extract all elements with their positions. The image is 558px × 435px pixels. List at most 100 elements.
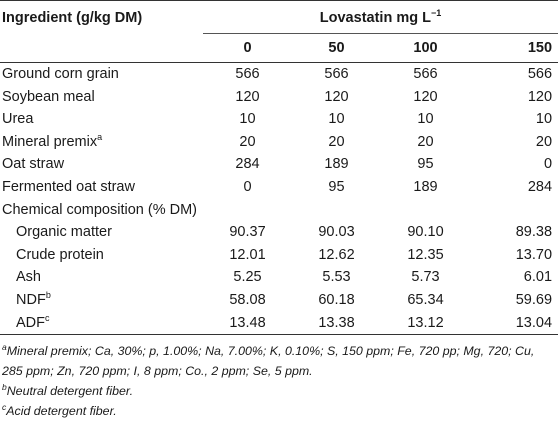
table-row: ADFc 13.48 13.38 13.12 13.04 — [0, 311, 558, 336]
row-label: Soybean meal — [0, 86, 203, 109]
cell-value: 13.38 — [292, 311, 381, 336]
row-label-text: ADF — [16, 314, 45, 331]
footnote: cAcid detergent fiber. — [2, 401, 556, 421]
cell-value: 566 — [324, 66, 349, 82]
cell-value: 12.01 — [229, 246, 266, 263]
row-label-text: Ground corn grain — [2, 66, 119, 82]
table-row: Soybean meal 120 120 120 120 — [0, 86, 558, 109]
footnote-text: Mineral premix; Ca, 30%; p, 1.00%; Na, 7… — [2, 344, 535, 379]
cell-value: 12.35 — [407, 246, 444, 263]
cell-value: 566 — [413, 66, 438, 82]
row-label-text: Ash — [16, 269, 41, 286]
cell-value: 95 — [328, 178, 345, 195]
cell-value: 20 — [417, 133, 434, 150]
table-row: Ash 5.25 5.53 5.73 6.01 — [0, 266, 558, 289]
footnotes: aMineral premix; Ca, 30%; p, 1.00%; Na, … — [0, 335, 558, 421]
row-label: NDFb — [0, 289, 203, 312]
row-label: Ground corn grain — [0, 63, 203, 86]
cell-value: 12.62 — [318, 246, 355, 263]
header-row-1: Ingredient (g/kg DM) Lovastatin mg L−1 — [0, 0, 558, 34]
footnote-marker: c — [2, 402, 7, 412]
table-body: Ground corn grain 566 566 566 566 Soybean mea… — [0, 63, 558, 336]
cell-value: 120 — [235, 88, 260, 105]
footnote-marker: a — [97, 131, 103, 142]
cell-value: 20 — [535, 133, 553, 150]
table-row: Organic matter 90.37 90.03 90.10 89.38 — [0, 221, 558, 244]
cell-value: 90.37 — [229, 224, 266, 241]
section-row: Chemical composition (% DM) — [0, 199, 558, 222]
table-row: Urea 10 10 10 10 — [0, 108, 558, 131]
row-label-text: NDF — [16, 291, 46, 308]
cell-value: 5.25 — [233, 269, 262, 286]
lovastatin-unit-exponent: −1 — [430, 8, 442, 19]
row-label: Ash — [0, 266, 203, 289]
header-row-2: 0 50 100 150 — [0, 33, 558, 63]
cell-value: 90.10 — [407, 224, 444, 241]
footnote-marker: c — [45, 312, 50, 323]
table-row: Crude protein 12.01 12.62 12.35 13.70 — [0, 244, 558, 267]
cell-value: 60.18 — [318, 291, 355, 308]
cell-value: 284 — [235, 156, 260, 173]
cell-value: 13.04 — [470, 311, 558, 336]
section-label: Chemical composition (% DM) — [2, 201, 197, 218]
row-label: ADFc — [0, 311, 203, 336]
row-label: Fermented oat straw — [0, 176, 203, 199]
cell-value: 13.48 — [203, 311, 292, 336]
cell-value: 65.34 — [407, 291, 444, 308]
dose-header: 100 — [381, 33, 470, 63]
cell-value: 189 — [413, 178, 438, 195]
row-label-text: Soybean meal — [2, 88, 95, 105]
row-label-text: Mineral premix — [2, 133, 98, 150]
table-row: NDFb 58.08 60.18 65.34 59.69 — [0, 289, 558, 312]
cell-value: 189 — [324, 156, 349, 173]
cell-value: 120 — [324, 88, 349, 105]
row-label-text: Organic matter — [16, 224, 112, 241]
table-row: Oat straw 284 189 95 0 — [0, 153, 558, 176]
row-label-text: Crude protein — [16, 246, 104, 263]
cell-value: 95 — [417, 156, 434, 173]
row-label: Mineral premixa — [0, 131, 203, 154]
cell-value: 10 — [328, 111, 345, 128]
lovastatin-label: Lovastatin mg L — [319, 10, 431, 26]
cell-value: 20 — [239, 133, 256, 150]
cell-value: 0 — [243, 178, 252, 195]
row-label-text: Urea — [2, 111, 34, 128]
footnote-marker: a — [2, 342, 7, 352]
row-label: Oat straw — [0, 153, 203, 176]
row-label: Urea — [0, 108, 203, 131]
cell-value: 10 — [417, 111, 434, 128]
cell-value: 566 — [527, 66, 553, 82]
table-row: Fermented oat straw 0 95 189 284 — [0, 176, 558, 199]
footnote: bNeutral detergent fiber. — [2, 381, 556, 401]
header-spacer — [0, 33, 203, 63]
cell-value: 89.38 — [515, 224, 553, 241]
cell-value: 5.53 — [322, 269, 351, 286]
cell-value: 10 — [535, 111, 553, 128]
cell-value: 13.70 — [515, 246, 553, 263]
footnote-text: Neutral detergent fiber. — [6, 384, 134, 399]
diet-composition-table: Ingredient (g/kg DM) Lovastatin mg L−1 0… — [0, 0, 558, 336]
cell-value: 120 — [527, 88, 553, 105]
cell-value: 5.73 — [411, 269, 440, 286]
footnote-marker: b — [45, 290, 51, 301]
table-row: Mineral premixa 20 20 20 20 — [0, 131, 558, 154]
cell-value: 10 — [239, 111, 256, 128]
cell-value: 59.69 — [515, 291, 553, 308]
cell-value: 0 — [543, 156, 553, 173]
dose-header: 50 — [292, 33, 381, 63]
cell-value: 6.01 — [523, 269, 553, 286]
cell-value: 20 — [328, 133, 345, 150]
cell-value: 566 — [235, 66, 260, 82]
table-row: Ground corn grain 566 566 566 566 — [0, 63, 558, 86]
dose-header: 0 — [203, 33, 292, 63]
dose-header: 150 — [470, 33, 558, 63]
cell-value: 284 — [527, 178, 553, 195]
row-label-text: Oat straw — [2, 156, 65, 173]
lovastatin-header: Lovastatin mg L−1 — [203, 0, 558, 34]
footnote: aMineral premix; Ca, 30%; p, 1.00%; Na, … — [2, 341, 556, 381]
ingredient-header: Ingredient (g/kg DM) — [2, 10, 143, 27]
row-label: Crude protein — [0, 244, 203, 267]
cell-value: 120 — [413, 88, 438, 105]
cell-value: 13.12 — [381, 311, 470, 336]
